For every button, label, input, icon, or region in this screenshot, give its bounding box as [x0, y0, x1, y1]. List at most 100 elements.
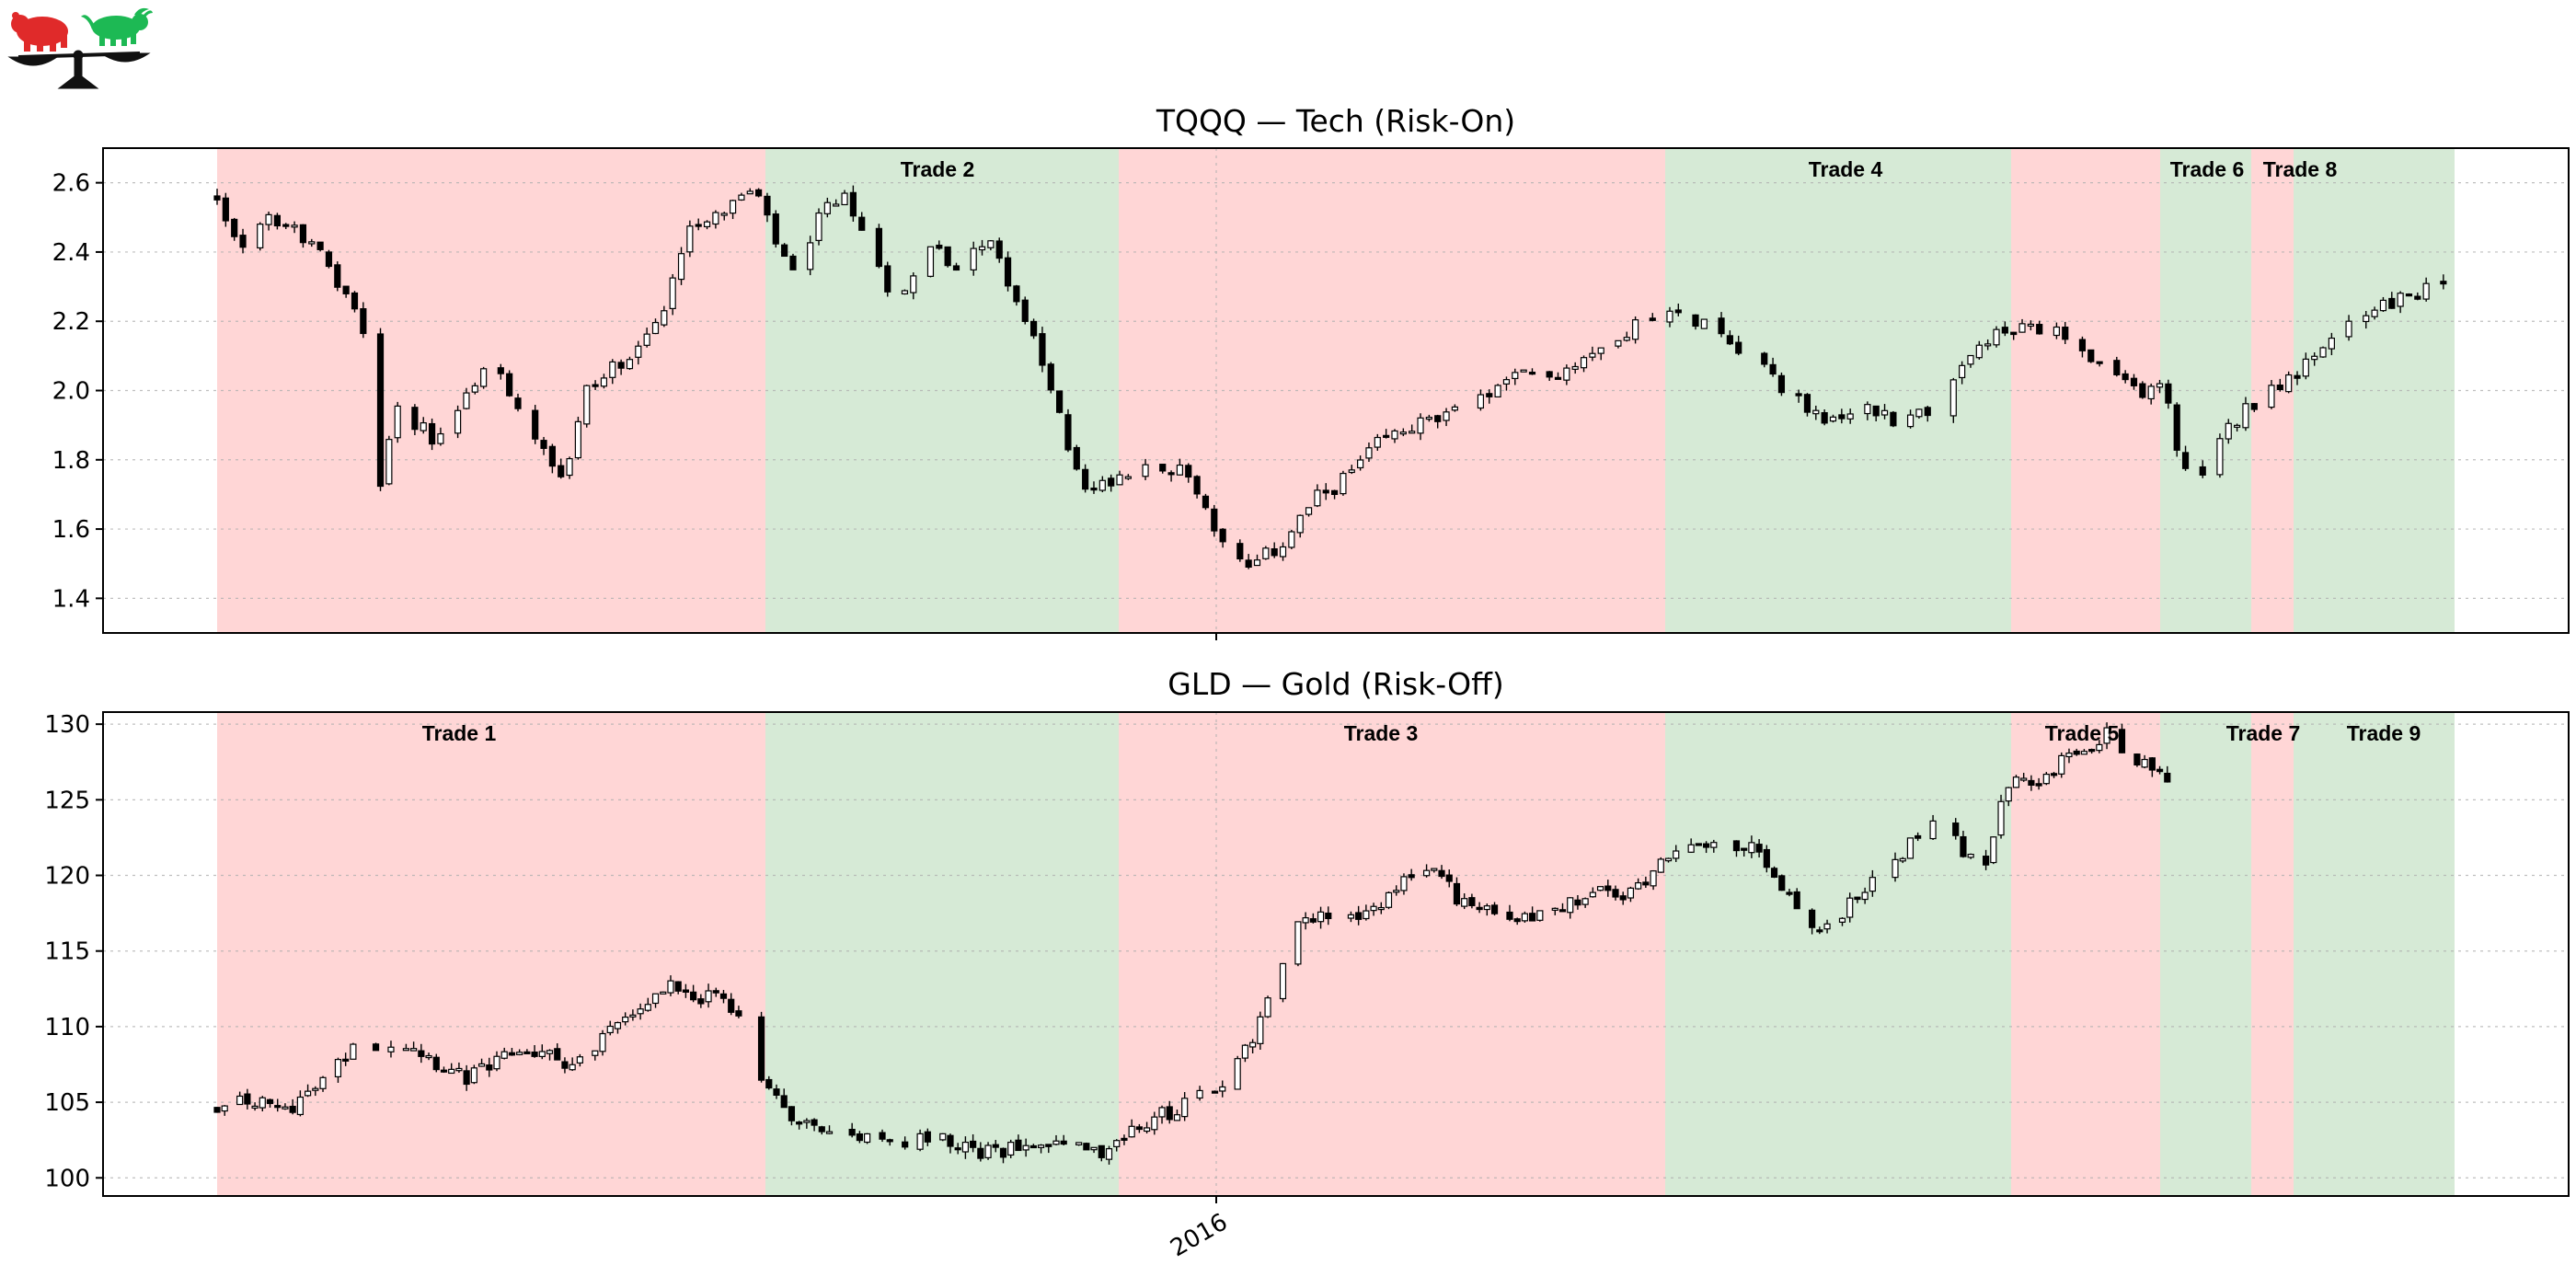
scale-icon — [7, 50, 151, 89]
candle-up — [600, 377, 608, 387]
candle-up — [1571, 365, 1579, 370]
candle-down — [1778, 875, 1786, 891]
trade-zone-green — [765, 712, 1119, 1196]
candle-up — [1302, 917, 1309, 924]
trade-label: Trade 4 — [1809, 157, 1883, 181]
candle-up — [1219, 1086, 1226, 1092]
candle-down — [811, 1119, 818, 1126]
trade-label: Trade 9 — [2347, 721, 2421, 745]
candle-down — [1211, 1090, 1219, 1094]
candle-down — [1838, 414, 1846, 420]
candle-up — [1340, 472, 1347, 495]
candle-up — [1521, 913, 1529, 922]
trade-label: Trade 2 — [901, 157, 975, 181]
candle-down — [213, 1107, 221, 1113]
candle-down — [2173, 404, 2180, 451]
candle-up — [1257, 1016, 1264, 1044]
candle-down — [674, 981, 682, 992]
candle-down — [858, 216, 866, 231]
candle-up — [1461, 898, 1468, 907]
trade-zone-red — [217, 712, 765, 1196]
candle-up — [599, 1032, 606, 1052]
candle-up — [939, 1133, 947, 1141]
candle-down — [1726, 335, 1733, 345]
candle-up — [538, 1051, 546, 1058]
candle-up — [705, 990, 712, 1003]
candle-up — [738, 194, 745, 201]
candle-down — [1355, 912, 1363, 920]
candle-down — [2130, 377, 2138, 386]
candle-up — [622, 1017, 629, 1023]
candle-up — [319, 1076, 327, 1089]
candle-up — [1823, 923, 1831, 930]
candle-up — [1305, 507, 1313, 515]
candle-down — [342, 285, 350, 294]
candle-down — [682, 989, 690, 994]
candle-up — [463, 392, 470, 409]
candle-up — [2018, 323, 2026, 333]
candle-down — [1073, 446, 1080, 470]
candle-down — [1982, 856, 1990, 866]
candle-down — [1383, 434, 1390, 438]
candle-down — [1330, 489, 1339, 496]
candle-up — [1512, 372, 1519, 380]
candle-up — [2268, 385, 2275, 408]
candle-up — [841, 192, 848, 206]
candle-up — [2096, 743, 2103, 752]
candle-down — [719, 993, 728, 999]
candle-down — [952, 265, 960, 271]
candle-up — [569, 1064, 576, 1071]
candle-down — [1604, 885, 1612, 891]
candle-down — [1453, 882, 1461, 905]
candle-down — [772, 213, 779, 245]
candle-down — [1890, 411, 1897, 427]
candle-down — [372, 1043, 380, 1052]
trade-label: Trade 1 — [422, 721, 497, 745]
y-tick-label: 105 — [44, 1089, 90, 1117]
candle-down — [213, 195, 221, 201]
candle-up — [257, 224, 264, 249]
candle-down — [2414, 295, 2421, 300]
candle-up — [1567, 897, 1574, 914]
candle-up — [1181, 1098, 1189, 1118]
y-tick-label: 1.4 — [52, 585, 90, 613]
panel-title: TQQQ — Tech (Risk-On) — [1156, 103, 1515, 139]
candle-down — [1434, 415, 1442, 422]
candle-up — [984, 1144, 992, 1158]
candle-down — [2122, 373, 2129, 381]
candle-up — [1627, 887, 1635, 899]
candle-up — [1623, 337, 1630, 341]
candle-up — [1990, 836, 1997, 864]
bear-bull-scale-icon — [7, 7, 153, 89]
candle-down — [440, 1069, 448, 1073]
candle-up — [2397, 293, 2404, 307]
candle-down — [1952, 822, 1960, 836]
candle-up — [1580, 357, 1588, 369]
candle-down — [1741, 847, 1748, 851]
candle-down — [592, 384, 599, 387]
candle-up — [1296, 514, 1304, 534]
trade-zone-red — [1119, 712, 1665, 1196]
candle-up — [1116, 474, 1123, 486]
candle-down — [695, 224, 702, 227]
candle-up — [1143, 1127, 1151, 1133]
candle-up — [1993, 328, 2000, 346]
candle-up — [1158, 1107, 1166, 1118]
candle-up — [1846, 897, 1854, 918]
candle-up — [2042, 773, 2050, 785]
candle-down — [1732, 840, 1741, 852]
candle-up — [1294, 921, 1302, 965]
candle-up — [803, 1120, 811, 1123]
candle-up — [1494, 385, 1501, 398]
candle-up — [1967, 354, 1974, 365]
candle-up — [1666, 310, 1673, 323]
candle-up — [480, 368, 488, 387]
candle-up — [448, 1068, 455, 1075]
candle-up — [1279, 546, 1287, 558]
candle-up — [609, 361, 616, 378]
candle-up — [1967, 854, 1974, 858]
chart-panel-1: 1.4 1.6 1.8 2.0 2.2 2.4 2.6 TQQQ — Tech (Risk-O… — [52, 103, 2570, 640]
candle-up — [1249, 1041, 1257, 1048]
candle-up — [2027, 323, 2034, 328]
candle-down — [222, 197, 229, 222]
